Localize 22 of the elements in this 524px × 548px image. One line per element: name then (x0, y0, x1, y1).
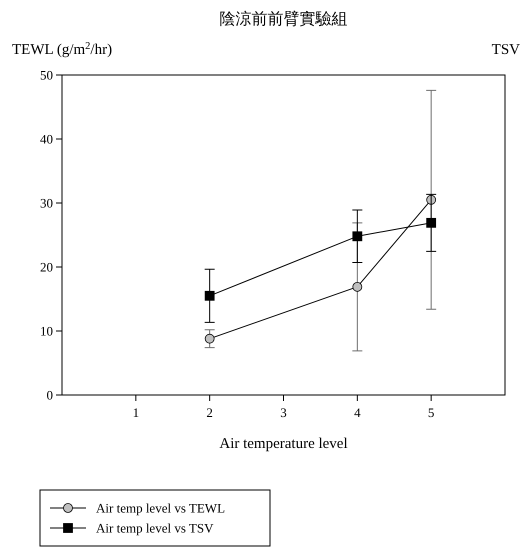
x-tick-label: 4 (354, 405, 362, 420)
x-tick-label: 3 (280, 405, 287, 420)
point (426, 218, 436, 228)
x-tick-label: 5 (428, 405, 434, 420)
y-tick-label: 0 (46, 388, 53, 403)
chart-title: 陰涼前前臂實驗組 (220, 10, 348, 28)
point (352, 231, 362, 242)
point (352, 282, 362, 292)
x-axis-title: Air temperature level (219, 436, 348, 452)
y-tick-label: 20 (40, 260, 53, 275)
y-tick-label: 50 (40, 68, 53, 83)
point (204, 334, 215, 344)
y-tick-label: 30 (40, 196, 53, 211)
x-tick-label: 2 (206, 405, 213, 420)
x-tick-label: 1 (132, 405, 140, 420)
legend-label: Air temp level vs TSV (96, 520, 214, 536)
y-axis-title: TEWL (g/m$^{2}$/hr) (12, 40, 112, 58)
legend-label: Air temp level vs TEWL (96, 500, 226, 516)
point (204, 290, 215, 301)
y-tick-label: 10 (40, 324, 53, 339)
y2-axis-title: TSV (492, 42, 520, 58)
y-tick-label: 40 (40, 132, 53, 147)
